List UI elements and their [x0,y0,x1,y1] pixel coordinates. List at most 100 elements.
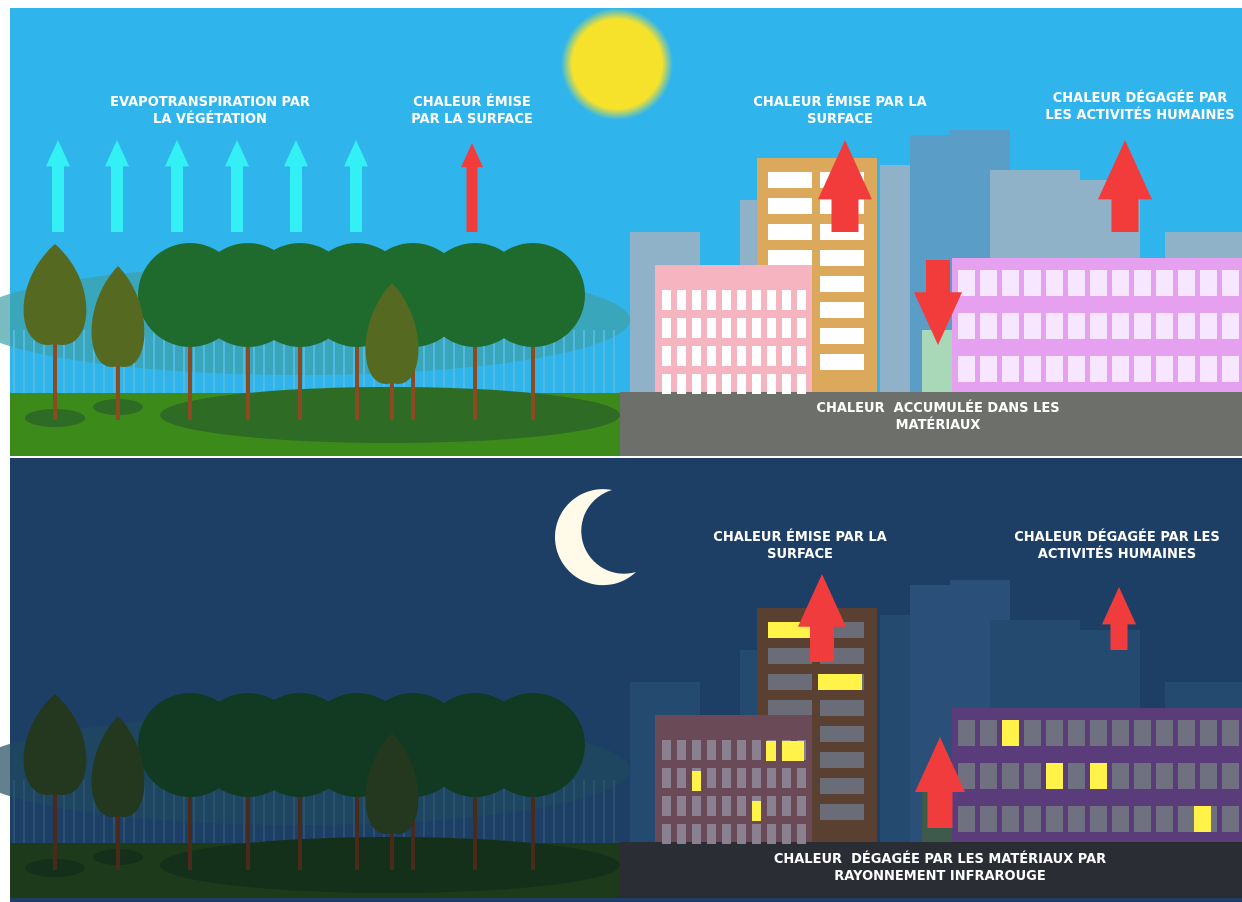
window [767,346,776,366]
window [980,270,997,296]
lit-window [782,741,804,761]
window [1222,270,1239,296]
window [782,374,791,394]
infographic: EVAPOTRANSPIRATION PARLA VÉGÉTATIONCHALE… [0,0,1242,902]
window [1178,313,1195,339]
window [767,824,776,844]
window [707,740,716,760]
window [737,318,746,338]
window [797,318,806,338]
window [1046,313,1063,339]
label: CHALEUR ÉMISE [413,94,531,110]
window [1222,720,1239,746]
window [1134,806,1151,832]
window [820,752,864,768]
window [1090,356,1107,382]
window [722,796,731,816]
window [707,346,716,366]
window [1046,720,1063,746]
window [707,290,716,310]
window [722,740,731,760]
lit-window [766,741,776,761]
window [980,763,997,789]
label: MATÉRIAUX [896,417,981,433]
window [1002,763,1019,789]
window [1024,806,1041,832]
window [1112,720,1129,746]
window [1222,763,1239,789]
window [1178,720,1195,746]
window [797,374,806,394]
window [767,290,776,310]
window [692,374,701,394]
window [692,346,701,366]
window [797,796,806,816]
window [768,700,812,716]
window [707,374,716,394]
window [958,313,975,339]
window [662,346,671,366]
window [958,356,975,382]
window [958,806,975,832]
window [662,768,671,788]
window [1222,313,1239,339]
label: PAR LA SURFACE [411,112,533,127]
window [752,290,761,310]
window [722,824,731,844]
window [782,768,791,788]
window [820,354,864,370]
window [1090,720,1107,746]
window [1024,720,1041,746]
window [782,346,791,366]
lit-window [1046,763,1063,789]
window [1156,270,1173,296]
window [1178,806,1195,832]
window [722,318,731,338]
window [722,374,731,394]
lit-window [692,771,701,791]
tree-crown [481,243,585,347]
window [752,346,761,366]
label: EVAPOTRANSPIRATION PAR [110,95,310,110]
window [1068,313,1085,339]
window [1222,356,1239,382]
window [1200,313,1217,339]
window [768,250,812,266]
window [707,796,716,816]
lit-window [1090,763,1107,789]
window [1200,720,1217,746]
day-panel [0,8,1242,456]
window [662,740,671,760]
window [677,796,686,816]
window [1068,806,1085,832]
window [797,346,806,366]
window [1002,313,1019,339]
lit-window [1194,806,1211,832]
window [752,318,761,338]
window [782,318,791,338]
window [1112,270,1129,296]
window [1112,806,1129,832]
window [1068,720,1085,746]
window [752,824,761,844]
window [820,700,864,716]
label: CHALEUR DÉGAGÉE PAR LES MATÉRIAUX PAR [774,851,1106,867]
window [707,768,716,788]
label: ACTIVITÉS HUMAINES [1038,546,1196,562]
window [768,674,812,690]
label: CHALEUR ÉMISE PAR LA [713,529,886,545]
window [1068,763,1085,789]
window [737,374,746,394]
tree-crown [481,693,585,797]
night-panel [0,458,1242,902]
lit-window [818,674,862,690]
window [1200,356,1217,382]
window [1178,763,1195,789]
window [820,328,864,344]
window [767,374,776,394]
window [1156,763,1173,789]
window [662,824,671,844]
window [662,290,671,310]
window [1178,356,1195,382]
window [1134,270,1151,296]
